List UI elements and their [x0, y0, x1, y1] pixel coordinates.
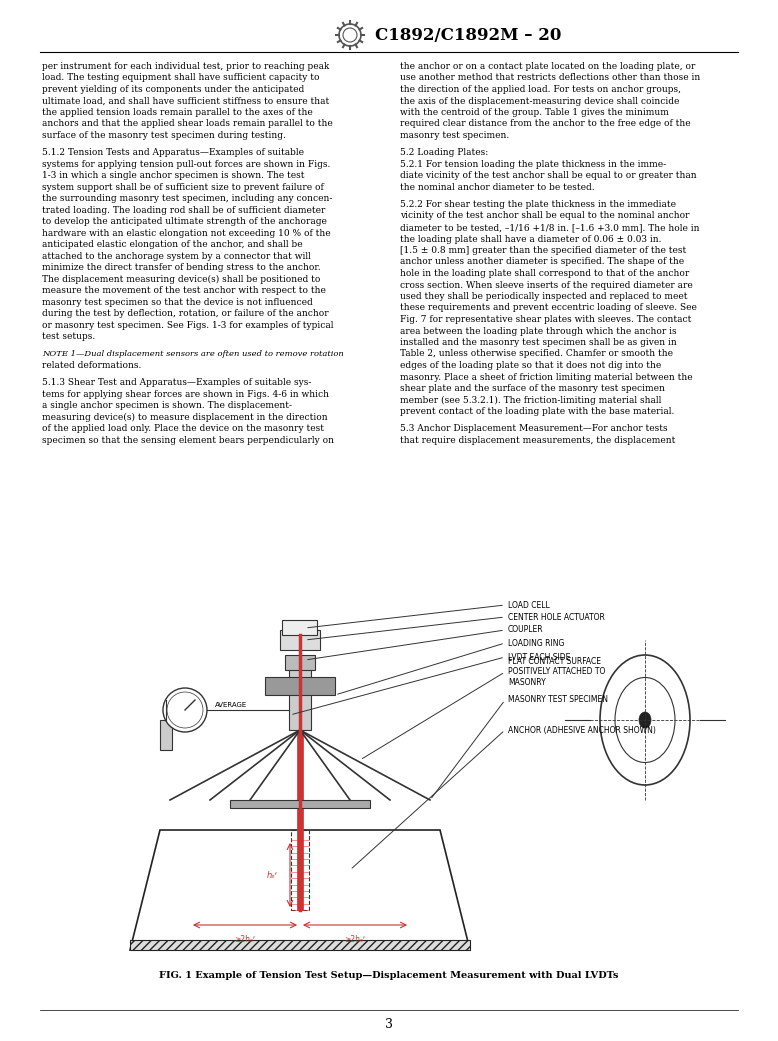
Text: load. The testing equipment shall have sufficient capacity to: load. The testing equipment shall have s… [42, 74, 320, 82]
Text: that require displacement measurements, the displacement: that require displacement measurements, … [400, 436, 675, 445]
Text: the loading plate shall have a diameter of 0.06 ± 0.03 in.: the loading plate shall have a diameter … [400, 234, 661, 244]
Text: or masonry test specimen. See Figs. 1-3 for examples of typical: or masonry test specimen. See Figs. 1-3 … [42, 321, 334, 330]
Text: The displacement measuring device(s) shall be positioned to: The displacement measuring device(s) sha… [42, 275, 321, 284]
Text: member (see 5.3.2.1). The friction-limiting material shall: member (see 5.3.2.1). The friction-limit… [400, 396, 661, 405]
Text: Fig. 7 for representative shear plates with sleeves. The contact: Fig. 7 for representative shear plates w… [400, 315, 692, 324]
Text: edges of the loading plate so that it does not dig into the: edges of the loading plate so that it do… [400, 361, 661, 370]
Text: required clear distance from the anchor to the free edge of the: required clear distance from the anchor … [400, 120, 691, 128]
Text: CENTER HOLE ACTUATOR: CENTER HOLE ACTUATOR [508, 612, 605, 621]
Text: AVERAGE: AVERAGE [215, 702, 247, 708]
Text: area between the loading plate through which the anchor is: area between the loading plate through w… [400, 327, 677, 335]
Text: masonry. Place a sheet of friction limiting material between the: masonry. Place a sheet of friction limit… [400, 373, 692, 381]
Text: related deformations.: related deformations. [42, 361, 142, 370]
Text: the applied tension loads remain parallel to the axes of the: the applied tension loads remain paralle… [42, 108, 313, 117]
Text: diate vicinity of the test anchor shall be equal to or greater than: diate vicinity of the test anchor shall … [400, 172, 696, 180]
Text: to develop the anticipated ultimate strength of the anchorage: to develop the anticipated ultimate stre… [42, 218, 327, 226]
Text: test setups.: test setups. [42, 332, 95, 341]
Circle shape [163, 688, 207, 732]
Text: diameter to be tested, –1/16 +1/8 in. [–1.6 +3.0 mm]. The hole in: diameter to be tested, –1/16 +1/8 in. [–… [400, 223, 699, 232]
Text: measuring device(s) to measure displacement in the direction: measuring device(s) to measure displacem… [42, 412, 328, 422]
Text: tems for applying shear forces are shown in Figs. 4-6 in which: tems for applying shear forces are shown… [42, 389, 329, 399]
Text: masonry test specimen so that the device is not influenced: masonry test specimen so that the device… [42, 298, 313, 307]
Text: vicinity of the test anchor shall be equal to the nominal anchor: vicinity of the test anchor shall be equ… [400, 211, 689, 221]
Text: C1892/C1892M – 20: C1892/C1892M – 20 [375, 26, 562, 44]
Ellipse shape [639, 712, 651, 728]
Text: used they shall be periodically inspected and replaced to meet: used they shall be periodically inspecte… [400, 291, 688, 301]
Text: MASONRY TEST SPECIMEN: MASONRY TEST SPECIMEN [508, 695, 608, 705]
Text: trated loading. The loading rod shall be of sufficient diameter: trated loading. The loading rod shall be… [42, 206, 325, 214]
Text: ultimate load, and shall have sufficient stiffness to ensure that: ultimate load, and shall have sufficient… [42, 97, 329, 105]
Text: during the test by deflection, rotation, or failure of the anchor: during the test by deflection, rotation,… [42, 309, 328, 319]
Text: LOAD CELL: LOAD CELL [508, 601, 550, 609]
Bar [230, 799, 370, 808]
Text: with the centroid of the group. Table 1 gives the minimum: with the centroid of the group. Table 1 … [400, 108, 669, 117]
Text: of the applied load only. Place the device on the masonry test: of the applied load only. Place the devi… [42, 425, 324, 433]
Bar [297, 730, 303, 910]
Text: Table 2, unless otherwise specified. Chamfer or smooth the: Table 2, unless otherwise specified. Cha… [400, 350, 673, 358]
Text: anticipated elastic elongation of the anchor, and shall be: anticipated elastic elongation of the an… [42, 240, 303, 249]
Text: 5.2.1 For tension loading the plate thickness in the imme-: 5.2.1 For tension loading the plate thic… [400, 159, 666, 169]
Text: minimize the direct transfer of bending stress to the anchor.: minimize the direct transfer of bending … [42, 263, 321, 273]
Text: prevent yielding of its components under the anticipated: prevent yielding of its components under… [42, 85, 304, 94]
Text: these requirements and prevent eccentric loading of sleeve. See: these requirements and prevent eccentric… [400, 304, 697, 312]
Text: attached to the anchorage system by a connector that will: attached to the anchorage system by a co… [42, 252, 311, 260]
Text: FIG. 1 Example of Tension Test Setup—Displacement Measurement with Dual LVDTs: FIG. 1 Example of Tension Test Setup—Dis… [159, 970, 619, 980]
Bar [280, 630, 320, 650]
Text: systems for applying tension pull-out forces are shown in Figs.: systems for applying tension pull-out fo… [42, 159, 331, 169]
Text: surface of the masonry test specimen during testing.: surface of the masonry test specimen dur… [42, 131, 286, 139]
Text: per instrument for each individual test, prior to reaching peak: per instrument for each individual test,… [42, 62, 329, 71]
Text: system support shall be of sufficient size to prevent failure of: system support shall be of sufficient si… [42, 183, 324, 192]
Text: the surrounding masonry test specimen, including any concen-: the surrounding masonry test specimen, i… [42, 195, 332, 203]
Text: cross section. When sleeve inserts of the required diameter are: cross section. When sleeve inserts of th… [400, 280, 692, 289]
Text: LVDT EACH SIDE: LVDT EACH SIDE [508, 653, 570, 661]
Text: masonry test specimen.: masonry test specimen. [400, 131, 510, 139]
Text: ≥2hₑᶠ: ≥2hₑᶠ [234, 935, 256, 944]
Text: hole in the loading plate shall correspond to that of the anchor: hole in the loading plate shall correspo… [400, 269, 689, 278]
Text: 5.2 Loading Plates:: 5.2 Loading Plates: [400, 148, 489, 157]
Text: installed and the masonry test specimen shall be as given in: installed and the masonry test specimen … [400, 338, 677, 347]
Bar [289, 660, 311, 730]
Text: COUPLER: COUPLER [508, 626, 544, 635]
Text: 3: 3 [385, 1018, 393, 1032]
Text: the nominal anchor diameter to be tested.: the nominal anchor diameter to be tested… [400, 183, 594, 192]
Text: anchors and that the applied shear loads remain parallel to the: anchors and that the applied shear loads… [42, 120, 333, 128]
Text: the direction of the applied load. For tests on anchor groups,: the direction of the applied load. For t… [400, 85, 681, 94]
Text: ≥2hₑᶠ: ≥2hₑᶠ [345, 935, 366, 944]
Text: use another method that restricts deflections other than those in: use another method that restricts deflec… [400, 74, 700, 82]
Text: specimen so that the sensing element bears perpendicularly on: specimen so that the sensing element bea… [42, 436, 334, 445]
Polygon shape [130, 940, 470, 950]
Text: anchor unless another diameter is specified. The shape of the: anchor unless another diameter is specif… [400, 257, 684, 266]
Bar [282, 620, 317, 635]
Text: the anchor or on a contact plate located on the loading plate, or: the anchor or on a contact plate located… [400, 62, 696, 71]
Text: prevent contact of the loading plate with the base material.: prevent contact of the loading plate wit… [400, 407, 675, 416]
Text: 5.3 Anchor Displacement Measurement—For anchor tests: 5.3 Anchor Displacement Measurement—For … [400, 425, 668, 433]
Text: ANCHOR (ADHESIVE ANCHOR SHOWN): ANCHOR (ADHESIVE ANCHOR SHOWN) [508, 726, 656, 735]
Text: hardware with an elastic elongation not exceeding 10 % of the: hardware with an elastic elongation not … [42, 229, 331, 237]
Bar [291, 830, 309, 910]
Text: 5.2.2 For shear testing the plate thickness in the immediate: 5.2.2 For shear testing the plate thickn… [400, 200, 676, 209]
Text: 1-3 in which a single anchor specimen is shown. The test: 1-3 in which a single anchor specimen is… [42, 172, 304, 180]
Bar [160, 720, 172, 750]
Text: [1.5 ± 0.8 mm] greater than the specified diameter of the test: [1.5 ± 0.8 mm] greater than the specifie… [400, 246, 686, 255]
Bar [265, 677, 335, 695]
Text: shear plate and the surface of the masonry test specimen: shear plate and the surface of the mason… [400, 384, 665, 393]
Text: 5.1.2 Tension Tests and Apparatus—Examples of suitable: 5.1.2 Tension Tests and Apparatus—Exampl… [42, 148, 304, 157]
Text: a single anchor specimen is shown. The displacement-: a single anchor specimen is shown. The d… [42, 401, 292, 410]
Text: the axis of the displacement-measuring device shall coincide: the axis of the displacement-measuring d… [400, 97, 679, 105]
Bar [285, 655, 315, 670]
Text: LOADING RING: LOADING RING [508, 638, 564, 648]
Text: measure the movement of the test anchor with respect to the: measure the movement of the test anchor … [42, 286, 326, 296]
Text: FLAT CONTACT SURFACE
POSITIVELY ATTACHED TO
MASONRY: FLAT CONTACT SURFACE POSITIVELY ATTACHED… [508, 657, 605, 687]
Text: 5.1.3 Shear Test and Apparatus—Examples of suitable sys-: 5.1.3 Shear Test and Apparatus—Examples … [42, 378, 311, 387]
Text: hₑᶠ: hₑᶠ [267, 870, 278, 880]
Text: NOTE 1—Dual displacement sensors are often used to remove rotation: NOTE 1—Dual displacement sensors are oft… [42, 350, 344, 357]
